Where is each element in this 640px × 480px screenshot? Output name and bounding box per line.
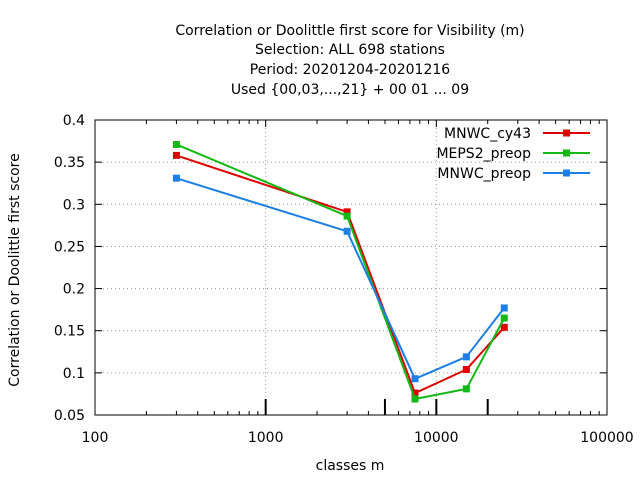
data-point: [462, 365, 470, 373]
data-point: [500, 323, 508, 331]
y-tick-label: 0.2: [63, 282, 85, 298]
data-point: [500, 314, 508, 322]
data-point: [343, 208, 351, 216]
series-MEPS2_preop: [172, 140, 508, 403]
data-point: [462, 385, 470, 393]
x-tick-label: 1000: [248, 430, 284, 446]
legend-label: MNWC_preop: [437, 166, 531, 182]
y-tick-label: 0.15: [54, 324, 85, 340]
data-point: [411, 389, 419, 397]
data-point: [172, 140, 180, 148]
legend: MNWC_cy43 MEPS2_preop MNWC_preop: [436, 126, 590, 182]
y-tick-label: 0.05: [54, 408, 85, 424]
data-point: [343, 227, 351, 235]
data-point: [411, 395, 419, 403]
x-axis-label: classes m: [316, 458, 385, 474]
chart-title-line-2: Selection: ALL 698 stations: [255, 42, 445, 58]
data-point: [172, 151, 180, 159]
data-point: [462, 353, 470, 361]
legend-marker: [563, 149, 570, 157]
plot-frame: [94, 119, 608, 416]
y-tick-label: 0.35: [54, 155, 85, 171]
data-point: [500, 304, 508, 312]
x-tick-label: 100000: [580, 430, 633, 446]
y-axis-label: Correlation or Doolittle first score: [7, 153, 23, 386]
data-point: [411, 375, 419, 383]
chart-title-line-1: Correlation or Doolittle first score for…: [175, 23, 524, 39]
y-tick-label: 0.3: [63, 197, 85, 213]
legend-marker: [563, 129, 570, 137]
legend-marker: [563, 169, 570, 177]
series-MNWC_preop: [172, 174, 508, 383]
data-point: [172, 174, 180, 182]
y-tick-label: 0.1: [63, 366, 85, 382]
y-tick-label: 0.25: [54, 239, 85, 255]
chart-title-line-3: Period: 20201204-20201216: [250, 62, 450, 78]
legend-label: MNWC_cy43: [444, 126, 531, 142]
chart-title-line-4: Used {00,03,...,21} + 00 01 ... 09: [231, 82, 469, 98]
data-point: [343, 212, 351, 220]
grid: [95, 120, 607, 415]
chart-title: Correlation or Doolittle first score for…: [175, 23, 524, 98]
x-tick-label: 100: [82, 430, 109, 446]
plot-series: [172, 140, 508, 403]
x-tick-label: 10000: [414, 430, 459, 446]
axes: 0.05 0.1 0.15 0.2 0.25 0.3 0.35 0.4 100 1000 10000…: [54, 113, 634, 446]
legend-label: MEPS2_preop: [436, 146, 531, 162]
y-tick-label: 0.4: [63, 113, 85, 129]
